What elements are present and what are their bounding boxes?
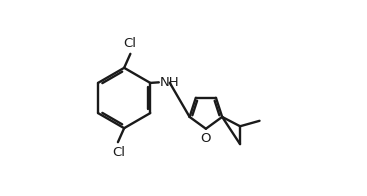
Text: Cl: Cl bbox=[112, 146, 125, 159]
Text: O: O bbox=[201, 132, 211, 145]
Text: NH: NH bbox=[160, 76, 179, 89]
Text: Cl: Cl bbox=[123, 37, 136, 50]
